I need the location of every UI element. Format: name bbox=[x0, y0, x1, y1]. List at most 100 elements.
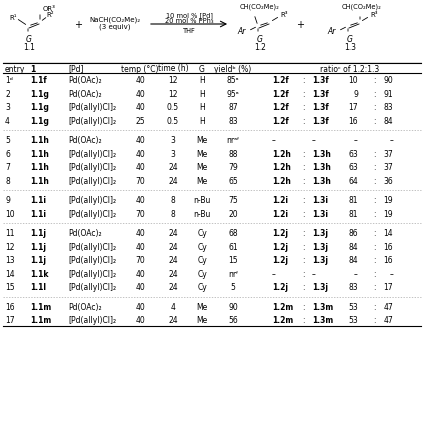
Text: :: : bbox=[373, 269, 375, 278]
Text: 1.1: 1.1 bbox=[23, 43, 35, 52]
Text: :: : bbox=[373, 89, 375, 98]
Text: 1.3f: 1.3f bbox=[312, 76, 329, 85]
Text: 86: 86 bbox=[349, 229, 358, 238]
Text: :: : bbox=[302, 269, 304, 278]
Text: 40: 40 bbox=[135, 242, 145, 251]
Text: 81: 81 bbox=[349, 209, 358, 218]
Text: 1.1j: 1.1j bbox=[30, 242, 46, 251]
Text: :: : bbox=[302, 116, 304, 125]
Text: 3: 3 bbox=[170, 150, 176, 158]
Text: 2: 2 bbox=[5, 89, 10, 98]
Text: 1.3f: 1.3f bbox=[312, 89, 329, 98]
Text: 10 mol % [Pd]: 10 mol % [Pd] bbox=[165, 13, 212, 19]
Text: :: : bbox=[302, 302, 304, 311]
Text: 40: 40 bbox=[135, 302, 145, 311]
Text: H: H bbox=[199, 89, 205, 98]
Text: :: : bbox=[302, 76, 304, 85]
Text: :: : bbox=[373, 229, 375, 238]
Text: 0.5: 0.5 bbox=[167, 116, 179, 125]
Text: 84: 84 bbox=[349, 242, 358, 251]
Text: 40: 40 bbox=[135, 103, 145, 112]
Text: Me: Me bbox=[196, 150, 208, 158]
Text: :: : bbox=[302, 196, 304, 205]
Text: 1.3f: 1.3f bbox=[312, 116, 329, 125]
Text: 1.3m: 1.3m bbox=[312, 302, 333, 311]
Text: 37: 37 bbox=[383, 163, 393, 172]
Text: 1.2h: 1.2h bbox=[272, 150, 291, 158]
Text: 4: 4 bbox=[170, 302, 176, 311]
Text: 5: 5 bbox=[5, 136, 10, 145]
Text: [Pd(allyl)Cl]₂: [Pd(allyl)Cl]₂ bbox=[68, 316, 116, 325]
Text: 1.1g: 1.1g bbox=[30, 103, 49, 112]
Text: 1.2m: 1.2m bbox=[272, 316, 293, 325]
Text: 1.1k: 1.1k bbox=[30, 269, 48, 278]
Text: [Pd(allyl)Cl]₂: [Pd(allyl)Cl]₂ bbox=[68, 282, 116, 291]
Text: 8: 8 bbox=[170, 209, 176, 218]
Text: 1.3j: 1.3j bbox=[312, 256, 328, 265]
Text: 90: 90 bbox=[383, 76, 393, 85]
Text: 1.3j: 1.3j bbox=[312, 242, 328, 251]
Text: 12: 12 bbox=[168, 76, 178, 85]
Text: 20: 20 bbox=[228, 209, 238, 218]
Text: :: : bbox=[373, 282, 375, 291]
Text: 20 mol % PPh₃: 20 mol % PPh₃ bbox=[165, 18, 213, 24]
Text: Ar: Ar bbox=[328, 27, 336, 36]
Text: 24: 24 bbox=[168, 269, 178, 278]
Text: 1.1f: 1.1f bbox=[30, 76, 47, 85]
Text: 1.1l: 1.1l bbox=[30, 282, 46, 291]
Text: 14: 14 bbox=[383, 229, 393, 238]
Text: 1.2f: 1.2f bbox=[272, 103, 289, 112]
Text: G: G bbox=[26, 35, 32, 43]
Text: 24: 24 bbox=[168, 316, 178, 325]
Text: 7: 7 bbox=[5, 163, 10, 172]
Text: 1.2j: 1.2j bbox=[272, 256, 288, 265]
Text: :: : bbox=[373, 302, 375, 311]
Text: :: : bbox=[373, 256, 375, 265]
Text: :: : bbox=[302, 209, 304, 218]
Text: 17: 17 bbox=[383, 282, 393, 291]
Text: 17: 17 bbox=[5, 316, 14, 325]
Text: 1.1h: 1.1h bbox=[30, 150, 49, 158]
Text: 16: 16 bbox=[383, 256, 393, 265]
Text: :: : bbox=[373, 196, 375, 205]
Text: 91: 91 bbox=[383, 89, 393, 98]
Text: entry: entry bbox=[5, 64, 25, 73]
Text: OR³: OR³ bbox=[43, 6, 56, 12]
Text: :: : bbox=[373, 242, 375, 251]
Text: 70: 70 bbox=[135, 209, 145, 218]
Text: 15: 15 bbox=[5, 282, 14, 291]
Text: 1.3f: 1.3f bbox=[312, 103, 329, 112]
Text: temp (°C): temp (°C) bbox=[121, 64, 159, 73]
Text: 1.3h: 1.3h bbox=[312, 150, 331, 158]
Text: Cy: Cy bbox=[197, 242, 207, 251]
Text: 14: 14 bbox=[5, 269, 14, 278]
Text: G: G bbox=[347, 35, 353, 43]
Text: 63: 63 bbox=[348, 163, 358, 172]
Text: 25: 25 bbox=[135, 116, 145, 125]
Text: 1.2h: 1.2h bbox=[272, 163, 291, 172]
Text: [Pd(allyl)Cl]₂: [Pd(allyl)Cl]₂ bbox=[68, 242, 116, 251]
Text: Me: Me bbox=[196, 136, 208, 145]
Text: :: : bbox=[302, 176, 304, 185]
Text: :: : bbox=[373, 116, 375, 125]
Text: 56: 56 bbox=[228, 316, 238, 325]
Text: Cy: Cy bbox=[197, 229, 207, 238]
Text: 24: 24 bbox=[168, 163, 178, 172]
Text: 1.3: 1.3 bbox=[344, 43, 356, 52]
Text: 36: 36 bbox=[383, 176, 393, 185]
Text: 83: 83 bbox=[228, 116, 238, 125]
Text: 37: 37 bbox=[383, 150, 393, 158]
Text: 64: 64 bbox=[348, 176, 358, 185]
Text: [Pd(allyl)Cl]₂: [Pd(allyl)Cl]₂ bbox=[68, 103, 116, 112]
Text: nrᶠ: nrᶠ bbox=[228, 269, 238, 278]
Text: 81: 81 bbox=[349, 196, 358, 205]
Text: :: : bbox=[302, 163, 304, 172]
Text: 16: 16 bbox=[5, 302, 14, 311]
Text: 53: 53 bbox=[348, 316, 358, 325]
Text: 83: 83 bbox=[383, 103, 393, 112]
Text: Pd(OAc)₂: Pd(OAc)₂ bbox=[68, 229, 102, 238]
Text: 1.2: 1.2 bbox=[254, 43, 266, 52]
Text: 1.2m: 1.2m bbox=[272, 302, 293, 311]
Text: :: : bbox=[373, 103, 375, 112]
Text: [Pd(allyl)Cl]₂: [Pd(allyl)Cl]₂ bbox=[68, 209, 116, 218]
